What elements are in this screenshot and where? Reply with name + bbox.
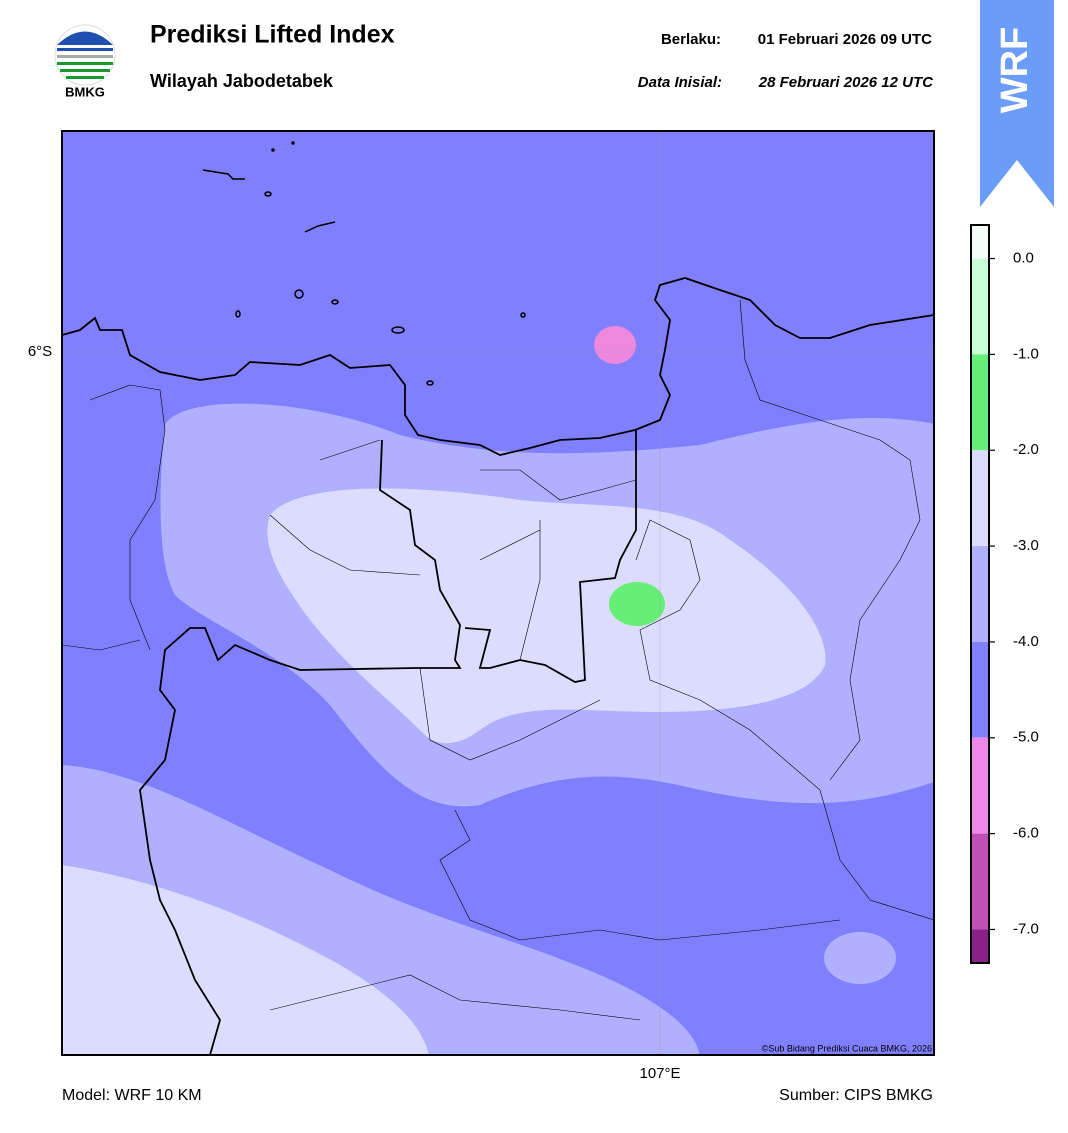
- shade-light: [62, 865, 429, 1055]
- colorbar-frame: [970, 224, 990, 964]
- colorbar-segment: [971, 225, 989, 259]
- colorbar-segment: [971, 258, 989, 355]
- source: Sumber: CIPS BMKG: [779, 1087, 933, 1104]
- badge: [980, 0, 1054, 207]
- init-time: 28 Februari 2026 12 UTC: [758, 74, 934, 91]
- map-area: [62, 131, 934, 1055]
- colorbar-segment: [971, 737, 989, 834]
- lat-label: 6°S: [28, 343, 52, 360]
- coastline: [62, 277, 934, 456]
- colorbar-tick-label: -7.0: [1013, 920, 1039, 937]
- shade-pink: [594, 326, 636, 364]
- credit: ©Sub Bidang Prediksi Cuaca BMKG, 2026: [762, 1043, 932, 1053]
- badge-text: WRF: [994, 27, 1036, 114]
- province-border: [139, 439, 462, 1055]
- model: Model: WRF 10 KM: [62, 1087, 202, 1104]
- shade-light: [267, 488, 826, 744]
- islands: [202, 141, 526, 386]
- colorbar-segment: [971, 833, 989, 930]
- colorbar-segment: [971, 450, 989, 547]
- colorbar-tick-label: -2.0: [1013, 441, 1039, 458]
- valid-label: Berlaku:: [661, 31, 721, 48]
- colorbar-tick-label: 0.0: [1013, 250, 1034, 267]
- colorbar-tick-label: -3.0: [1013, 537, 1039, 554]
- colorbar-segment: [971, 929, 989, 963]
- colorbar-tick-label: -1.0: [1013, 345, 1039, 362]
- province-border: [464, 430, 637, 683]
- colorbar-segment: [971, 641, 989, 738]
- colorbar: 0.0 -1.0 -2.0 -3.0 -4.0 -5.0 -6.0 -7.0: [970, 224, 1039, 964]
- colorbar-tick-label: -6.0: [1013, 825, 1039, 842]
- title: Prediksi Lifted Index: [150, 21, 395, 49]
- logo-text: BMKG: [65, 84, 105, 99]
- logo: [54, 24, 116, 86]
- district-border: [62, 299, 934, 1021]
- init-label: Data Inisial:: [638, 74, 722, 91]
- valid-time: 01 Februari 2026 09 UTC: [758, 31, 932, 48]
- subtitle: Wilayah Jabodetabek: [150, 71, 334, 91]
- colorbar-tick-label: -4.0: [1013, 633, 1039, 650]
- shade-medium: [824, 932, 896, 984]
- lon-label: 107°E: [639, 1065, 680, 1082]
- map-frame: [61, 130, 935, 1056]
- shade-green: [609, 582, 665, 626]
- colorbar-segment: [971, 354, 989, 451]
- colorbar-segment: [971, 546, 989, 642]
- colorbar-tick-label: -5.0: [1013, 729, 1039, 746]
